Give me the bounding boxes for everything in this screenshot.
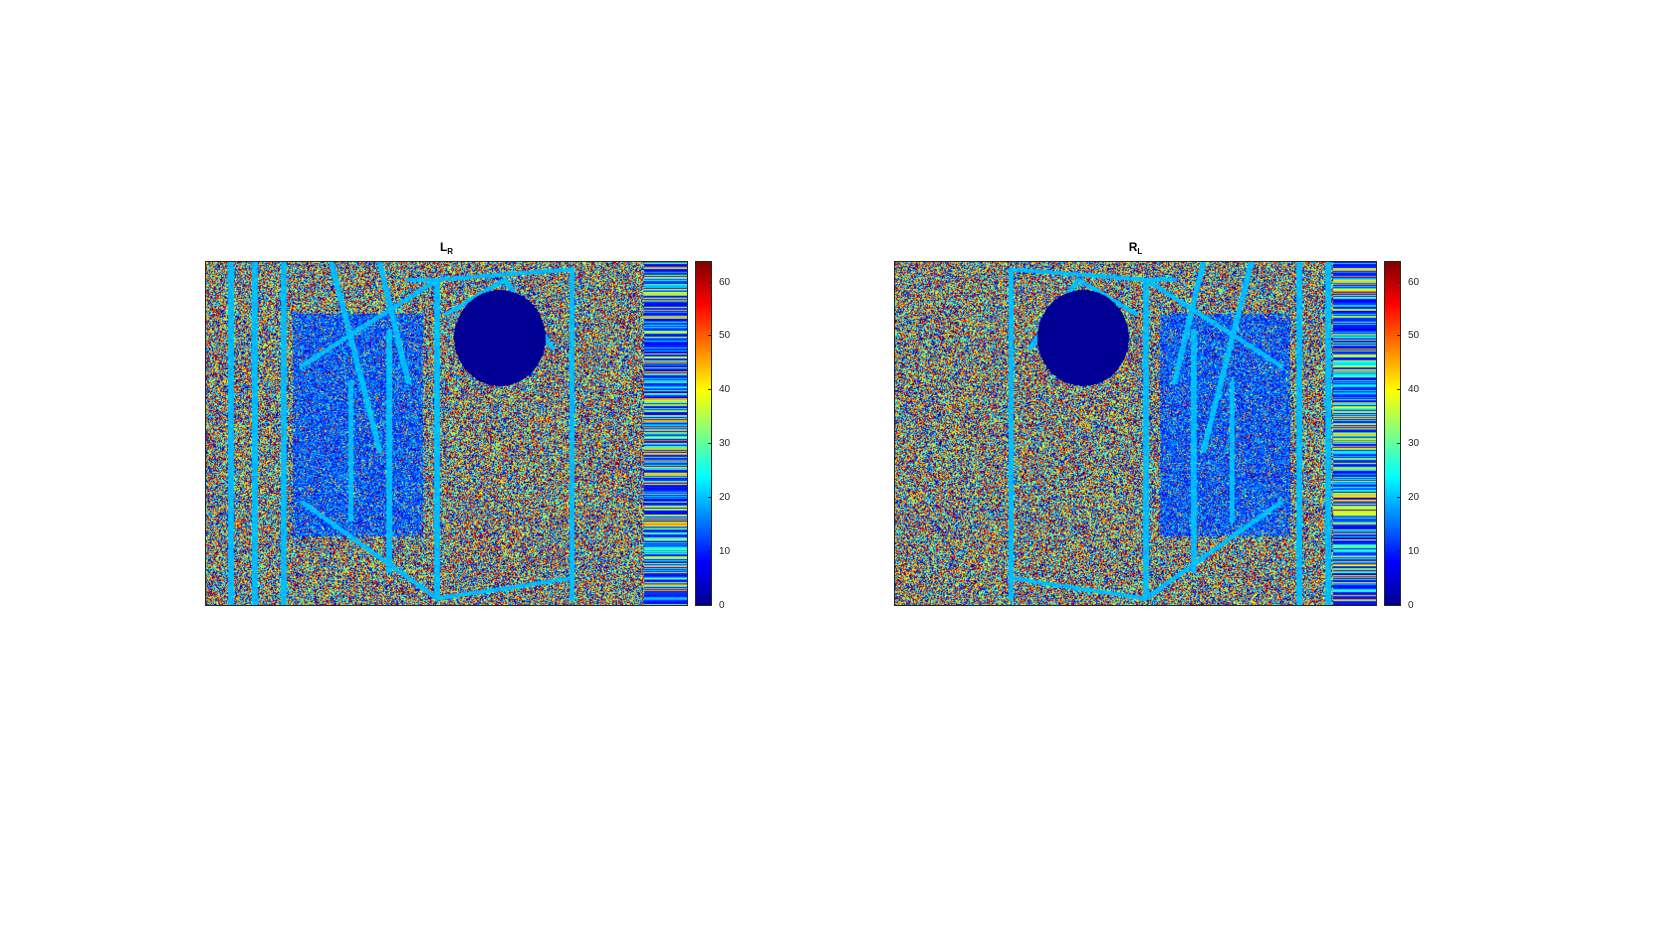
colorbar-tick: 40 bbox=[708, 384, 752, 396]
title-main: R bbox=[1128, 240, 1138, 254]
colorbar-tick: 20 bbox=[1397, 492, 1441, 504]
colorbar-tick-label: 40 bbox=[719, 384, 731, 396]
panel-title: RL bbox=[894, 240, 1377, 259]
colorbar-tick-label: 60 bbox=[1408, 276, 1420, 288]
colorbar-tick: 50 bbox=[708, 330, 752, 342]
colorbar-tick-mark bbox=[1397, 497, 1401, 499]
colorbar-tick: 30 bbox=[708, 438, 752, 450]
colorbar-tick-label: 40 bbox=[1408, 384, 1420, 396]
colorbar-tick-mark bbox=[1397, 551, 1401, 553]
panel-title: LR bbox=[205, 240, 688, 259]
colorbar-tick: 10 bbox=[1397, 546, 1441, 558]
colorbar-tick-mark bbox=[708, 335, 712, 337]
colorbar-tick-label: 30 bbox=[719, 438, 731, 450]
colorbar bbox=[695, 261, 712, 606]
colorbar-tick-mark bbox=[1397, 605, 1401, 606]
colorbar-tick: 10 bbox=[708, 546, 752, 558]
colorbar-tick-label: 50 bbox=[719, 330, 731, 342]
colorbar-tick-mark bbox=[1397, 443, 1401, 445]
title-subscript: R bbox=[447, 247, 454, 256]
colorbar-tick-mark bbox=[1397, 389, 1401, 391]
panel-right: RL 0 10 20 30 40 50 60 bbox=[894, 240, 1454, 640]
colorbar-tick-label: 0 bbox=[1408, 600, 1414, 611]
colorbar-tick: 60 bbox=[1397, 276, 1441, 289]
colorbar-tick-mark bbox=[708, 281, 712, 283]
colorbar-tick-mark bbox=[708, 497, 712, 499]
colorbar-tick-label: 30 bbox=[1408, 438, 1420, 450]
colorbar-tick-mark bbox=[708, 551, 712, 553]
colorbar-tick-label: 20 bbox=[1408, 492, 1420, 504]
colorbar-tick-mark bbox=[1397, 281, 1401, 283]
title-subscript: L bbox=[1137, 247, 1143, 256]
colorbar-tick: 20 bbox=[708, 492, 752, 504]
colorbar bbox=[1384, 261, 1401, 606]
colorbar-ticks: 0 10 20 30 40 50 60 bbox=[1397, 261, 1441, 611]
colorbar-tick: 60 bbox=[708, 276, 752, 289]
colorbar-tick-mark bbox=[1397, 335, 1401, 337]
colorbar-tick-label: 50 bbox=[1408, 330, 1420, 342]
colorbar-tick: 40 bbox=[1397, 384, 1441, 396]
colorbar-tick: 50 bbox=[1397, 330, 1441, 342]
panel-left: LR 0 10 20 30 40 50 60 bbox=[205, 240, 765, 640]
title-main: L bbox=[439, 240, 448, 254]
colorbar-ticks: 0 10 20 30 40 50 60 bbox=[708, 261, 752, 611]
colorbar-tick-label: 60 bbox=[719, 276, 731, 288]
colorbar-tick-label: 0 bbox=[719, 600, 725, 611]
colorbar-tick-mark bbox=[708, 389, 712, 391]
colorbar-tick-label: 10 bbox=[719, 546, 731, 558]
heatmap-image bbox=[205, 261, 688, 606]
colorbar-tick-mark bbox=[708, 605, 712, 606]
colorbar-tick-label: 20 bbox=[719, 492, 731, 504]
colorbar-tick-mark bbox=[708, 443, 712, 445]
heatmap-image bbox=[894, 261, 1377, 606]
colorbar-tick-label: 10 bbox=[1408, 546, 1420, 558]
colorbar-tick: 0 bbox=[708, 600, 752, 612]
colorbar-tick: 30 bbox=[1397, 438, 1441, 450]
colorbar-tick: 0 bbox=[1397, 600, 1441, 612]
